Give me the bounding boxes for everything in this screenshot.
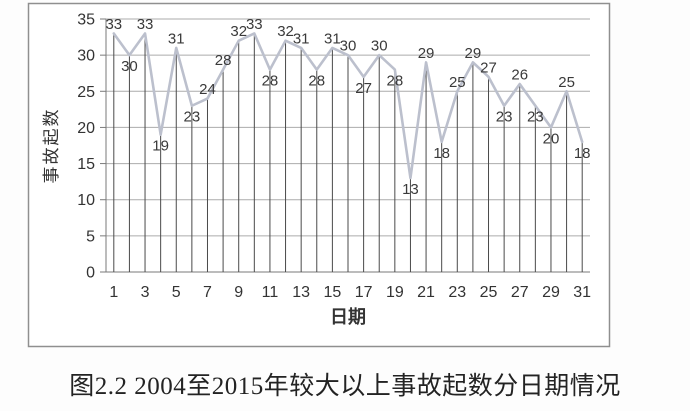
data-point-label: 23 [184, 109, 201, 126]
y-tick-label: 5 [86, 228, 95, 245]
data-point-label: 26 [511, 67, 528, 84]
data-point-label: 28 [308, 73, 325, 90]
data-point-label: 25 [558, 74, 575, 91]
data-point-label: 30 [340, 38, 357, 55]
data-point-label: 30 [371, 38, 388, 55]
data-point-label: 27 [480, 59, 497, 76]
data-point-label: 31 [293, 30, 310, 47]
y-tick-label: 35 [77, 12, 95, 29]
x-tick-label: 19 [386, 284, 404, 301]
x-tick-label: 31 [573, 284, 591, 301]
data-point-label: 33 [137, 16, 154, 33]
data-point-label: 33 [105, 16, 122, 33]
data-point-label: 19 [152, 138, 169, 155]
y-tick-label: 10 [77, 192, 95, 209]
data-point-label: 27 [355, 80, 372, 97]
data-point-label: 29 [465, 45, 482, 62]
x-tick-label: 13 [292, 284, 310, 301]
data-point-label: 31 [168, 30, 185, 47]
y-tick-label: 30 [77, 48, 95, 65]
data-point-label: 18 [433, 145, 450, 162]
series-line [112, 32, 584, 180]
x-tick-label: 15 [323, 284, 341, 301]
figure-caption: 图2.2 2004至2015年较大以上事故起数分日期情况 [69, 373, 621, 400]
data-point-label: 25 [449, 74, 466, 91]
data-point-label: 23 [496, 109, 513, 126]
x-tick-label: 25 [480, 284, 498, 301]
data-point-label: 32 [277, 23, 294, 40]
data-point-label: 30 [121, 58, 138, 75]
x-tick-label: 27 [511, 284, 529, 301]
chart-frame [27, 2, 611, 348]
data-point-label: 13 [402, 181, 419, 198]
data-point-label: 24 [199, 81, 216, 98]
data-point-label: 33 [246, 16, 263, 33]
data-point-label: 32 [230, 23, 247, 40]
data-point-label: 18 [574, 145, 591, 162]
x-tick-label: 3 [141, 284, 150, 301]
x-tick-label: 5 [172, 284, 181, 301]
data-point-label: 28 [386, 73, 403, 90]
data-point-label: 28 [215, 52, 232, 69]
x-tick-label: 17 [355, 284, 373, 301]
x-tick-label: 29 [542, 284, 560, 301]
x-axis-title: 日期 [330, 307, 366, 327]
data-point-label: 23 [527, 109, 544, 126]
x-tick-label: 11 [262, 284, 279, 301]
data-point-label: 28 [262, 73, 279, 90]
y-axis-title: 事故起数 [42, 108, 61, 184]
y-tick-label: 20 [77, 120, 95, 137]
x-tick-label: 7 [203, 284, 212, 301]
x-tick-label: 21 [417, 284, 435, 301]
x-tick-label: 1 [109, 284, 118, 301]
data-point-label: 29 [418, 45, 435, 62]
y-tick-label: 25 [77, 84, 95, 101]
x-tick-label: 23 [448, 284, 466, 301]
data-point-label: 20 [543, 130, 560, 147]
y-tick-label: 15 [77, 156, 95, 173]
y-tick-label: 0 [86, 265, 95, 282]
x-tick-label: 9 [234, 284, 243, 301]
data-point-label: 31 [324, 30, 341, 47]
